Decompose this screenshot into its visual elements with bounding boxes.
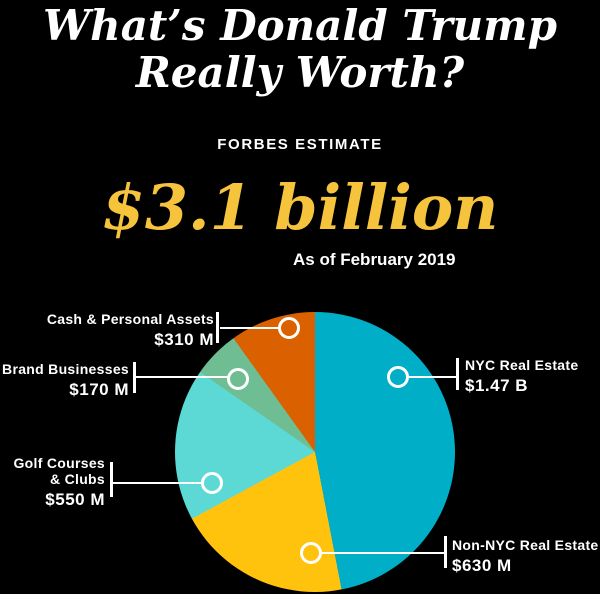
label-tick-non-nyc-real-estate bbox=[444, 536, 447, 568]
callout-value-non-nyc-real-estate: $630 M bbox=[452, 556, 512, 575]
callout-value-nyc-real-estate: $1.47 B bbox=[465, 376, 529, 395]
leader-line-cash-personal-assets bbox=[220, 327, 280, 329]
leader-line-golf-courses-clubs bbox=[113, 482, 203, 484]
page-title-line-2: Really Worth? bbox=[135, 48, 465, 97]
callout-label-brand-businesses: Brand Businesses bbox=[2, 361, 129, 377]
leader-line-brand-businesses bbox=[136, 376, 228, 378]
callout-label-non-nyc-real-estate: Non-NYC Real Estate bbox=[452, 537, 599, 553]
callout-value-golf-courses-clubs: $550 M bbox=[45, 490, 105, 509]
label-tick-cash-personal-assets bbox=[216, 312, 219, 343]
slice-marker-nyc-real-estate bbox=[387, 366, 409, 388]
slice-marker-brand-businesses bbox=[227, 368, 249, 390]
label-tick-brand-businesses bbox=[133, 362, 136, 393]
callout-label-golf-courses-clubs: Golf Courses & Clubs bbox=[13, 455, 105, 487]
slice-marker-non-nyc-real-estate bbox=[300, 542, 322, 564]
slice-marker-cash-personal-assets bbox=[278, 317, 300, 339]
callout-cash-personal-assets: Cash & Personal Assets $310 M bbox=[47, 311, 214, 349]
as-of-date: As of February 2019 bbox=[293, 250, 456, 269]
forbes-estimate-kicker: FORBES ESTIMATE bbox=[217, 136, 383, 153]
callout-label-cash-personal-assets: Cash & Personal Assets bbox=[46, 311, 214, 327]
callout-brand-businesses: Brand Businesses $170 M bbox=[2, 361, 129, 399]
label-tick-nyc-real-estate bbox=[456, 358, 459, 390]
slice-marker-golf-courses-clubs bbox=[201, 472, 223, 494]
callout-value-brand-businesses: $170 M bbox=[69, 380, 129, 399]
callout-label-nyc-real-estate: NYC Real Estate bbox=[465, 357, 579, 373]
label-tick-golf-courses-clubs bbox=[110, 462, 113, 497]
net-worth-amount: $3.1 billion bbox=[101, 171, 499, 244]
callout-non-nyc-real-estate: Non-NYC Real Estate $630 M bbox=[452, 537, 599, 575]
callout-nyc-real-estate: NYC Real Estate $1.47 B bbox=[465, 357, 578, 395]
leader-line-non-nyc-real-estate bbox=[320, 552, 445, 554]
leader-line-nyc-real-estate bbox=[408, 376, 456, 378]
callout-golf-courses-clubs: Golf Courses & Clubs $550 M bbox=[0, 455, 105, 509]
page-title: What’s Donald Trump Really Worth? bbox=[0, 2, 600, 96]
page-title-line-1: What’s Donald Trump bbox=[42, 1, 557, 50]
callout-value-cash-personal-assets: $310 M bbox=[154, 330, 214, 349]
